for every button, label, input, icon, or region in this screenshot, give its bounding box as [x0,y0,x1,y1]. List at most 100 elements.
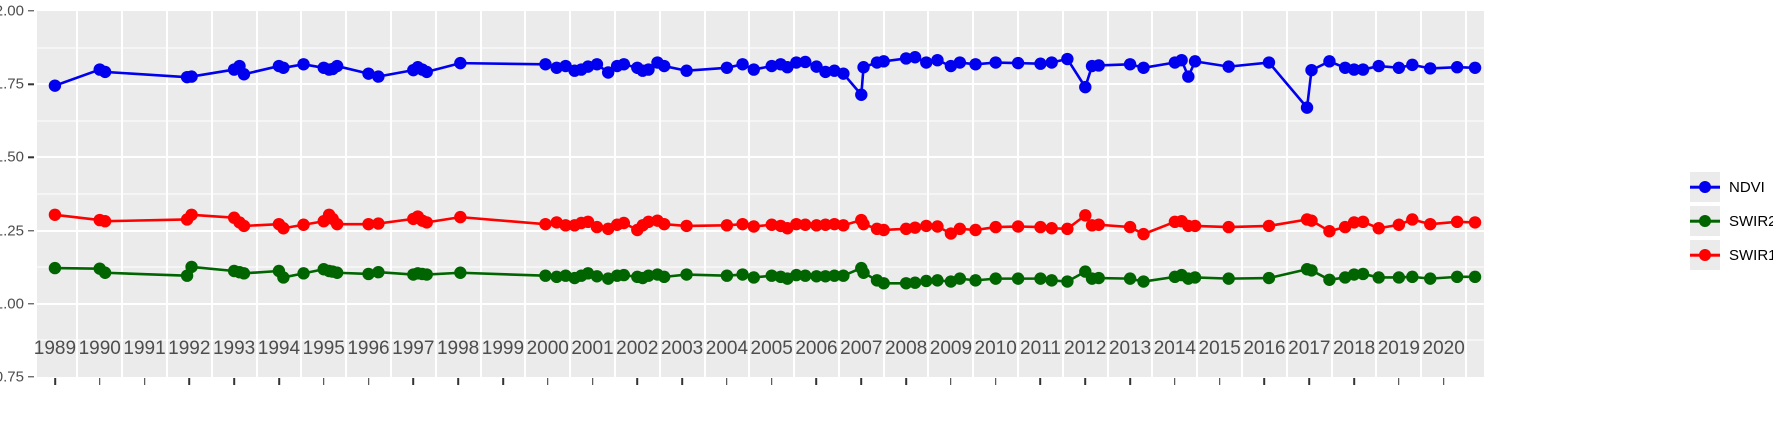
data-point [1034,57,1047,70]
gridline-major-vertical [1420,11,1423,377]
data-point [857,266,870,279]
data-point [1222,60,1235,73]
data-point [590,270,604,283]
data-point [657,270,671,284]
data-point [539,58,552,71]
x-axis-tick-label: 2003 [660,338,704,359]
data-point [1079,209,1092,222]
gridline-major-horizontal [37,83,1484,86]
data-point [819,218,832,231]
y-axis-tick-label: 0.75 [0,368,24,386]
gridline-major-vertical [658,11,661,377]
data-point [590,220,604,234]
gridline-major-vertical [882,11,885,377]
x-axis-tick-mark [1039,378,1042,385]
data-point [1137,275,1150,288]
legend-item-label: SWIR2 [1729,212,1773,230]
x-axis-tick-label: 2008 [884,338,928,359]
gridline-major-vertical [569,11,572,377]
data-point [1034,272,1047,285]
gridline-major-vertical [345,11,348,377]
data-point [1347,268,1361,281]
x-axis-tick-label: 2000 [526,338,569,359]
data-point [1061,222,1074,236]
data-point [539,217,552,231]
data-point [1011,220,1025,233]
x-axis-tick-label: 2019 [1377,338,1421,359]
x-axis-tick-mark [1398,378,1400,385]
x-axis-tick-label: 2009 [929,338,973,359]
data-point [747,271,760,284]
data-point [277,271,290,284]
x-axis-tick-mark [1218,378,1221,385]
x-axis-tick-mark [1263,378,1266,385]
data-point [1347,63,1361,76]
gridline-minor-horizontal [37,266,1484,268]
data-point [720,219,734,232]
gridline-major-vertical [703,11,706,377]
data-point [1188,55,1202,68]
x-axis-tick-mark [681,378,683,385]
data-point [1305,63,1318,77]
data-point [1323,55,1336,68]
x-axis-tick-label: 2004 [705,338,749,359]
y-axis-tick-mark [28,376,34,378]
x-axis-tick-mark [815,378,818,385]
x-axis-tick-mark [54,378,56,385]
data-point [1406,213,1419,226]
data-point [237,267,251,280]
data-point [877,223,890,237]
data-point [790,217,803,231]
gridline-major-vertical [165,11,168,377]
data-point [857,217,870,231]
chart-legend: NDVI SWIR2 SWIR1 [1690,170,1773,272]
x-axis-tick-mark [367,378,370,385]
data-point [720,61,734,74]
x-axis-tick-label: 1996 [347,338,390,359]
x-axis-tick-mark [860,378,863,385]
data-point [1137,61,1150,74]
legend-item-swir2[interactable]: SWIR2 [1690,204,1773,238]
data-point [1450,270,1464,284]
legend-item-ndvi[interactable]: NDVI [1690,170,1773,204]
data-point [1011,272,1025,285]
x-axis-tick-label: 2013 [1108,338,1152,359]
data-point [454,56,467,70]
data-point [908,51,922,64]
data-point [420,268,433,281]
data-point [837,219,850,232]
x-axis-tick-label: 1993 [212,338,256,359]
data-point [1392,218,1406,231]
x-axis-tick-mark [994,378,997,385]
data-point [1347,216,1361,229]
data-point [790,268,803,282]
data-point [747,63,760,76]
data-point [1262,271,1276,285]
data-point [969,58,982,71]
data-point [1222,220,1235,234]
data-point [819,270,832,283]
x-axis-tick-mark [502,378,504,385]
data-point [908,276,922,289]
data-point [1356,215,1370,229]
series-layer [48,51,1482,290]
y-axis-tick-label: 1.75 [0,75,24,93]
gridline-major-vertical [1375,11,1378,377]
gridline-major-vertical [1285,11,1288,377]
x-axis-tick-mark [278,378,280,385]
data-point [1392,271,1406,284]
gridline-major-vertical [1465,11,1468,377]
data-point [1061,52,1074,66]
legend-item-swir1[interactable]: SWIR1 [1690,238,1773,272]
data-point [989,56,1002,69]
gridline-major-vertical [434,11,437,377]
gridline-major-vertical [793,11,796,377]
data-point [920,274,933,288]
data-point [1424,217,1437,231]
legend-point-icon [1699,181,1711,193]
data-point [1175,53,1188,67]
x-axis-tick-mark [1442,378,1445,385]
data-point [810,60,823,73]
data-point [931,220,944,233]
series-line [53,55,1477,109]
